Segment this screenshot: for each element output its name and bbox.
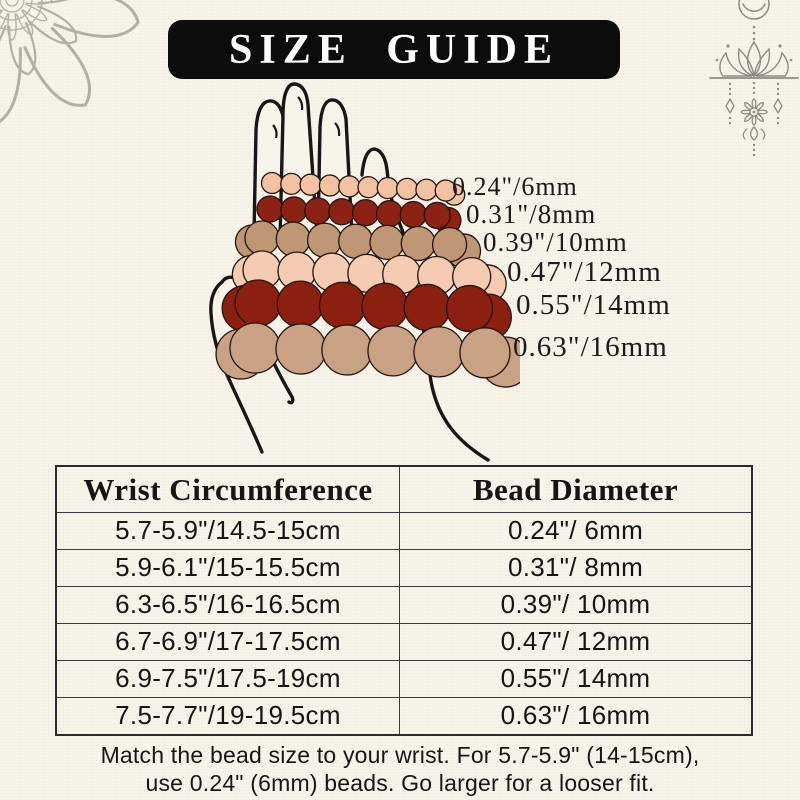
- table-row: 6.7-6.9"/17-17.5cm 0.47"/ 12mm: [55, 622, 753, 661]
- table-row: 5.9-6.1"/15-15.5cm 0.31"/ 8mm: [55, 548, 753, 587]
- wrist-cell: 6.9-7.5"/17.5-19cm: [55, 659, 400, 698]
- header-wrist-circumference: Wrist Circumference: [55, 465, 400, 513]
- wrist-cell: 5.7-5.9"/14.5-15cm: [55, 512, 400, 550]
- bead-size-label-10mm: 0.39"/10mm: [483, 227, 628, 257]
- bead-cell: 0.39"/ 10mm: [399, 585, 753, 624]
- table-header-row: Wrist Circumference Bead Diameter: [55, 465, 753, 513]
- page-title: SIZE GUIDE: [229, 26, 559, 73]
- title-banner: SIZE GUIDE: [168, 20, 620, 79]
- bead-cell: 0.63"/ 16mm: [399, 696, 753, 736]
- wrist-cell: 7.5-7.7"/19-19.5cm: [55, 696, 400, 736]
- wrist-cell: 6.7-6.9"/17-17.5cm: [55, 622, 400, 661]
- bead-size-label-12mm: 0.47"/12mm: [507, 256, 662, 288]
- bead-size-label-8mm: 0.31"/8mm: [466, 199, 597, 229]
- wrist-cell: 5.9-6.1"/15-15.5cm: [55, 548, 400, 587]
- bead-size-label-14mm: 0.55"/14mm: [516, 289, 671, 321]
- bead-cell: 0.31"/ 8mm: [399, 548, 753, 587]
- bead-size-label-6mm: 0.24"/6mm: [452, 172, 578, 201]
- table-row: 6.9-7.5"/17.5-19cm 0.55"/ 14mm: [55, 659, 753, 698]
- size-table: Wrist Circumference Bead Diameter 5.7-5.…: [55, 465, 753, 736]
- table-row: 6.3-6.5"/16-16.5cm 0.39"/ 10mm: [55, 585, 753, 624]
- bead-size-label-16mm: 0.63"/16mm: [513, 331, 668, 363]
- mandala-flower-icon: [0, 0, 140, 123]
- lotus-ornament-icon: [709, 0, 799, 157]
- hand-illustration: [209, 82, 520, 462]
- table-row: 7.5-7.7"/19-19.5cm 0.63"/ 16mm: [55, 696, 753, 736]
- wrist-cell: 6.3-6.5"/16-16.5cm: [55, 585, 400, 624]
- bead-cell: 0.47"/ 12mm: [399, 622, 753, 661]
- header-bead-diameter: Bead Diameter: [399, 465, 753, 513]
- table-row: 5.7-5.9"/14.5-15cm 0.24"/ 6mm: [55, 512, 753, 550]
- fit-instructions-line1: Match the bead size to your wrist. For 5…: [100, 742, 700, 768]
- bead-cell: 0.24"/ 6mm: [399, 512, 753, 550]
- bead-cell: 0.55"/ 14mm: [399, 659, 753, 698]
- fit-instructions-line2: use 0.24" (6mm) beads. Go larger for a l…: [145, 770, 655, 796]
- fit-instructions: Match the bead size to your wrist. For 5…: [0, 741, 800, 797]
